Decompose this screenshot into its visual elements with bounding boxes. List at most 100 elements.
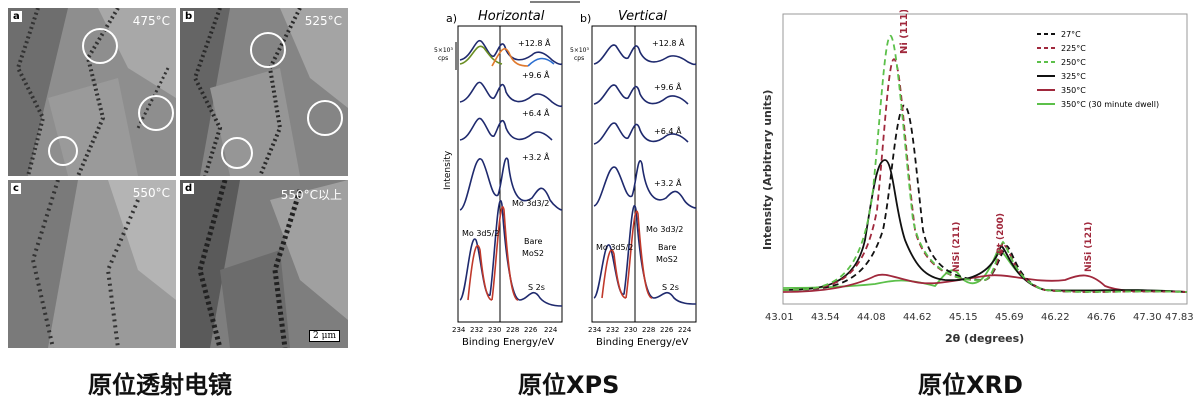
xps-mo52-label: Mo 3d5/2 <box>462 229 499 238</box>
xps-xtick: 228 <box>506 326 519 334</box>
xps-xtick: 230 <box>624 326 637 334</box>
xps-scale-unit-b: cps <box>574 55 584 62</box>
xps-ylabel: Intensity <box>443 150 453 190</box>
tem-image-grid: a 475°C b 525°C c 550°C <box>8 8 348 348</box>
tem-micrograph-b <box>180 8 348 176</box>
legend-label: 350°C <box>1061 86 1086 95</box>
tem-temperature-label: 550°C <box>132 186 170 200</box>
tem-panel-d: d 550°C以上 2 μm <box>180 180 348 348</box>
xps-xtick: 224 <box>678 326 692 334</box>
xps-offset-label: +3.2 Å <box>654 177 682 188</box>
xps-xtick: 232 <box>606 326 619 334</box>
xrd-xtick: 47.83 <box>1165 312 1194 323</box>
xps-xtick: 224 <box>544 326 558 334</box>
xps-offset-label: +12.8 Å <box>652 37 685 48</box>
tem-panel-letter: a <box>11 11 22 22</box>
legend-label: 350°C (30 minute dwell) <box>1061 100 1159 109</box>
xps-bare-label-b: Bare <box>658 243 677 252</box>
tem-temperature-label: 550°C以上 <box>280 188 342 202</box>
xrd-figure: Ni (111) NiSi (211) Pt (200) NiSi (121) … <box>761 10 1194 345</box>
tem-micrograph-d <box>180 180 348 348</box>
xps-offset-label: +9.6 Å <box>522 69 550 80</box>
xps-xtick: 234 <box>452 326 466 334</box>
xps-panel-a-frame <box>457 25 563 323</box>
xrd-curve-325 <box>782 159 1188 293</box>
xps-bare-label: Bare <box>524 237 543 246</box>
xps-mos2-label-b: MoS2 <box>656 255 678 264</box>
xps-xtick: 226 <box>660 326 674 334</box>
xrd-curve-27 <box>782 104 1188 293</box>
xrd-curve-250 <box>782 35 1188 293</box>
legend-label: 325°C <box>1061 72 1086 81</box>
scale-bar: 2 μm <box>309 330 340 342</box>
xps-mo32-label: Mo 3d3/2 <box>512 199 549 208</box>
xrd-peak-label: Ni (111) <box>899 10 910 54</box>
xrd-curves <box>782 35 1188 293</box>
xrd-xtick: 45.15 <box>949 312 978 323</box>
xps-caption: 原位XPS <box>518 371 620 399</box>
tem-micrograph-c <box>8 180 176 348</box>
xps-panel-b-title: Vertical <box>618 9 667 24</box>
xrd-curve-350 <box>782 273 1188 293</box>
xps-panel-b-letter: b) <box>580 12 591 25</box>
tem-panel-letter: b <box>183 11 195 22</box>
tem-caption: 原位透射电镜 <box>88 371 232 399</box>
xrd-xtick: 43.01 <box>765 312 794 323</box>
xrd-xticks: 43.01 43.54 44.08 44.62 45.15 45.69 46.2… <box>765 312 1194 323</box>
legend-label: 27°C <box>1061 30 1081 39</box>
tem-panel-c: c 550°C <box>8 180 176 348</box>
xps-scale-label: 5×10³ <box>434 47 453 54</box>
xps-s2s-label: S 2s <box>528 283 545 292</box>
xrd-xtick: 43.54 <box>811 312 840 323</box>
xps-figure: a) Horizontal b) Vertical 5×10³ cps 5×10… <box>434 1 697 348</box>
xrd-xtick: 46.76 <box>1087 312 1116 323</box>
xps-panel-a-letter: a) <box>446 12 457 25</box>
tem-panel-b: b 525°C <box>180 8 348 176</box>
xrd-ylabel: Intensity (Arbitrary units) <box>761 90 774 250</box>
xrd-caption: 原位XRD <box>918 371 1023 399</box>
tem-micrograph-a <box>8 8 176 176</box>
xrd-xtick: 47.30 <box>1133 312 1162 323</box>
xps-xtick: 228 <box>642 326 655 334</box>
xps-offset-label: +9.6 Å <box>654 81 682 92</box>
xrd-peak-label: Pt (200) <box>996 213 1006 254</box>
tem-panel-letter: c <box>11 183 21 194</box>
xrd-xtick: 46.22 <box>1041 312 1070 323</box>
xrd-peak-label: NiSi (211) <box>952 222 962 272</box>
xps-offset-label: +3.2 Å <box>522 151 550 162</box>
xps-xtick: 234 <box>588 326 602 334</box>
xrd-xtick: 44.08 <box>857 312 886 323</box>
xrd-xtick: 44.62 <box>903 312 932 323</box>
xps-xlabel-b: Binding Energy/eV <box>596 337 688 348</box>
xps-mos2-label: MoS2 <box>522 249 544 258</box>
xps-xtick: 230 <box>488 326 501 334</box>
xps-offset-label: +6.4 Å <box>522 107 550 118</box>
xps-spectra-b <box>593 44 697 305</box>
xps-xticks-a: 234 232 230 228 226 224 <box>452 326 558 334</box>
xps-xtick: 226 <box>524 326 538 334</box>
xps-panel-a-title: Horizontal <box>478 9 545 24</box>
xps-mo3d-label: Mo 3d3/2 <box>646 225 683 234</box>
xps-scale-label-b: 5×10³ <box>570 47 589 54</box>
xps-mo3d-label-b: Mo 3d5/2 <box>596 243 633 252</box>
xrd-xtick: 45.69 <box>995 312 1024 323</box>
xps-panel-b-frame <box>591 25 697 323</box>
xrd-plot-frame <box>782 13 1188 305</box>
xrd-curve-225 <box>782 58 1188 293</box>
legend-label: 250°C <box>1061 58 1086 67</box>
xps-offset-label: +12.8 Å <box>518 37 551 48</box>
xps-s2s-label-b: S 2s <box>662 283 679 292</box>
tem-temperature-label: 525°C <box>304 14 342 28</box>
tem-temperature-label: 475°C <box>132 14 170 28</box>
xps-xlabel-a: Binding Energy/eV <box>462 337 554 348</box>
xps-offset-label: +6.4 Å <box>654 125 682 136</box>
xps-spectra-a <box>459 39 563 307</box>
xrd-legend: 27°C 225°C 250°C 325°C 350°C 350°C (30 m… <box>1037 30 1159 109</box>
tem-panel-a: a 475°C <box>8 8 176 176</box>
xps-xticks-b: 234 232 230 228 226 224 <box>588 326 692 334</box>
xrd-peak-label: NiSi (121) <box>1084 222 1094 272</box>
xps-scale-unit: cps <box>438 55 448 62</box>
xrd-xlabel: 2θ (degrees) <box>945 332 1024 345</box>
xps-xtick: 232 <box>470 326 483 334</box>
tem-panel-letter: d <box>183 183 195 194</box>
